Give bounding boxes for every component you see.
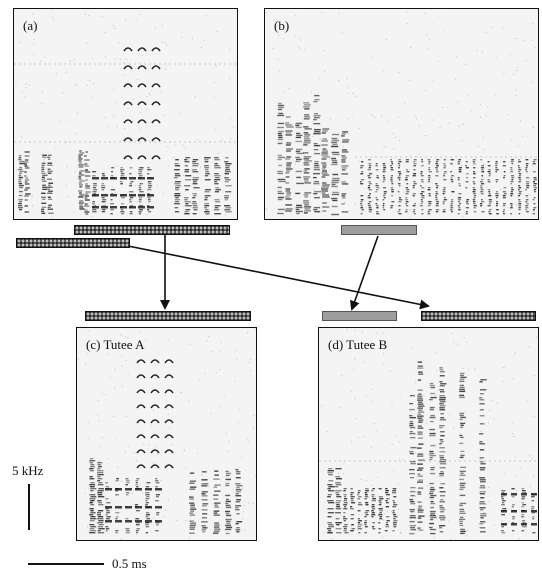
segment-d-intro-copy xyxy=(421,311,536,321)
spectrogram-b-traces xyxy=(265,11,538,219)
frequency-scale-bar xyxy=(28,484,30,530)
arrow-a-to-d xyxy=(127,245,430,310)
segment-d-trill-copy xyxy=(322,311,397,321)
spectrogram-b: (b) xyxy=(264,8,539,220)
frequency-scale-label: 5 kHz xyxy=(12,463,44,478)
arrow-b-to-d xyxy=(349,235,379,311)
spectrogram-d-traces xyxy=(319,328,538,540)
spectrogram-c-traces xyxy=(78,328,256,540)
time-scale-label: 0.5 ms xyxy=(112,556,147,571)
segment-c-copy xyxy=(85,311,251,321)
segment-b-trill xyxy=(341,225,417,235)
segment-a-syllables xyxy=(74,225,230,235)
panel-d-label: (d) Tutee B xyxy=(328,337,388,352)
segment-a-intro xyxy=(16,238,130,248)
panel-b-label: (b) xyxy=(274,18,290,33)
panel-c-label: (c) Tutee A xyxy=(86,337,145,352)
spectrogram-a-traces xyxy=(14,9,237,219)
spectrogram-c-tutee-a: (c) Tutee A xyxy=(76,327,257,541)
time-scale-bar xyxy=(28,563,104,565)
spectrogram-a: (a) xyxy=(13,8,238,220)
panel-a-label: (a) xyxy=(23,18,38,33)
spectrogram-d-tutee-b: (d) Tutee B xyxy=(318,327,539,541)
